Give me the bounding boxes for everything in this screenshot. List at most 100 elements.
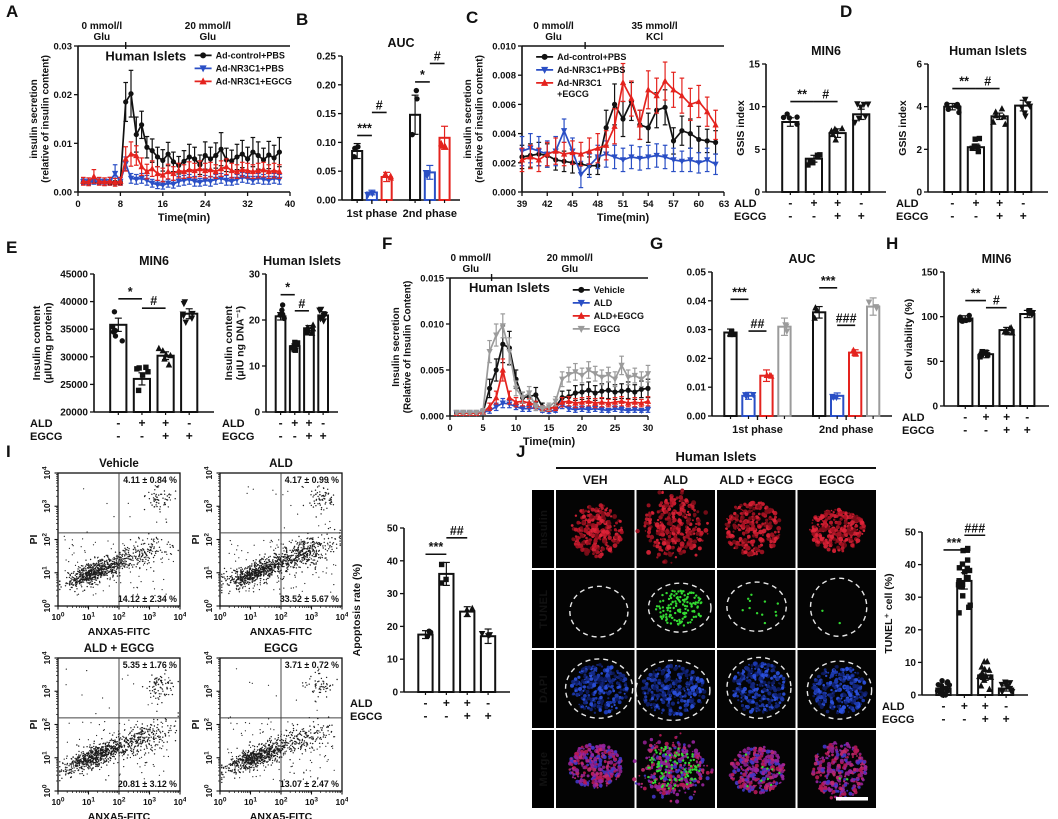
svg-text:0: 0 [916,188,922,199]
svg-text:45000: 45000 [60,270,88,281]
svg-text:101: 101 [204,566,215,579]
panel-j-tunel-cell-bar-chart: 0 10 20 30 40 50 TUNEL⁺ cell (%) ALD - + + - EGCG - - +… [880,462,1040,747]
svg-text:50: 50 [927,357,939,368]
svg-text:+: + [162,429,169,443]
panel-label-d: D [840,2,853,21]
panel-e-human-islets-insulin-content-bar-chart: Human Islets 0 10 20 30 Insulin content (μIU n… [220,252,342,450]
svg-text:45: 45 [567,199,578,210]
svg-text:Glu: Glu [200,32,217,43]
svg-text:101: 101 [82,797,95,808]
svg-text:0.002: 0.002 [492,158,516,169]
svg-text:4: 4 [916,102,922,113]
panel-g-auc-bar-chart: AUC 0.00 0.01 0.02 0.03 0.04 0.05 1st phase 2nd … [664,244,898,444]
svg-text:ALD: ALD [30,418,53,430]
svg-text:-: - [950,196,954,210]
svg-text:48: 48 [592,199,603,210]
svg-text:16: 16 [158,199,169,210]
svg-text:40: 40 [285,199,296,210]
svg-text:-: - [1021,196,1025,210]
svg-text:-: - [788,196,792,210]
svg-text:Time(min): Time(min) [597,212,650,224]
svg-text:20000: 20000 [60,408,88,419]
svg-text:-: - [187,416,191,430]
svg-text:AUC: AUC [788,252,815,266]
svg-text:39: 39 [517,199,528,210]
svg-text:(Relative of Insulin Content): (Relative of Insulin Content) [403,281,414,414]
svg-text:0.05: 0.05 [317,167,337,178]
svg-text:-: - [984,423,988,437]
svg-text:Ad-NR3C1+EGCG: Ad-NR3C1+EGCG [216,76,292,86]
svg-text:###: ### [836,311,857,325]
svg-text:0.03: 0.03 [687,325,707,336]
svg-text:EGCG: EGCG [222,431,254,443]
svg-text:5: 5 [754,145,760,156]
svg-text:+EGCG: +EGCG [557,89,589,99]
svg-text:0: 0 [254,408,260,419]
svg-text:101: 101 [42,566,53,579]
svg-text:ALD: ALD [734,198,757,210]
svg-text:+: + [1024,423,1031,437]
svg-text:0.01: 0.01 [54,139,73,150]
svg-text:Insulin content: Insulin content [223,305,235,380]
svg-text:54: 54 [643,199,654,210]
svg-text:(μIU/mg protein): (μIU/mg protein) [43,302,55,383]
svg-text:104: 104 [335,612,348,623]
panel-i-apoptosis-rate-bar-chart: 0 10 20 30 40 50 Apoptosis rate (%) ALD - + + - EGCG… [348,500,520,738]
svg-text:Vehicle: Vehicle [594,285,625,295]
svg-text:EGCG: EGCG [896,211,928,223]
svg-text:30: 30 [643,423,654,434]
svg-text:Human Islets: Human Islets [949,44,1027,58]
svg-text:15: 15 [544,423,555,434]
svg-text:20: 20 [249,316,261,327]
svg-text:Human Islets: Human Islets [105,49,186,64]
svg-text:102: 102 [274,612,287,623]
svg-text:100: 100 [51,612,64,623]
svg-text:insulin secretion: insulin secretion [463,79,474,158]
svg-text:104: 104 [173,612,186,623]
svg-text:-: - [116,416,120,430]
svg-text:102: 102 [112,612,125,623]
svg-text:100: 100 [42,599,53,612]
svg-text:32: 32 [242,199,253,210]
svg-text:102: 102 [42,533,53,546]
svg-text:##: ## [751,317,765,331]
svg-text:PI: PI [28,534,40,544]
svg-text:10: 10 [749,102,761,113]
svg-text:150: 150 [921,268,938,279]
svg-text:0: 0 [447,423,452,434]
svg-text:0.010: 0.010 [492,42,516,53]
svg-text:100: 100 [204,599,215,612]
svg-text:63: 63 [719,199,730,210]
panel-d-min6-gsis-bar-chart: MIN6 0 5 10 15 GSIS index ALD - + + - EGCG - - + + ** # [732,38,890,230]
svg-text:+: + [1003,423,1010,437]
panel-label-g: G [650,234,664,253]
svg-text:30000: 30000 [60,352,88,363]
svg-text:35 mmol/l: 35 mmol/l [631,21,677,32]
svg-text:*: * [420,68,425,82]
svg-text:+: + [1020,209,1027,223]
svg-text:EGCG: EGCG [734,211,766,223]
svg-text:+: + [1003,410,1010,424]
svg-text:GSIS index: GSIS index [735,100,747,156]
svg-text:103: 103 [143,612,156,623]
svg-text:ANXA5-FITC: ANXA5-FITC [250,626,313,638]
svg-text:*: * [285,281,290,295]
svg-text:100: 100 [921,312,938,323]
svg-text:0.15: 0.15 [317,109,337,120]
svg-text:1st phase: 1st phase [732,424,783,436]
svg-text:(relative of insulin content): (relative of insulin content) [41,55,52,183]
svg-text:42: 42 [542,199,553,210]
panel-label-f: F [382,234,393,253]
svg-text:Human Islets: Human Islets [469,280,550,295]
panel-d-human-islets-gsis-bar-chart: Human Islets 0 2 4 6 GSIS index ALD - + + - EGCG - - +… [894,38,1054,230]
svg-text:-: - [116,429,120,443]
svg-text:#: # [984,75,991,89]
svg-text:+: + [982,410,989,424]
svg-text:Insulin secretion: Insulin secretion [391,307,402,386]
svg-text:GSIS index: GSIS index [897,100,909,156]
svg-text:8: 8 [118,199,123,210]
svg-text:-: - [279,429,283,443]
svg-text:100: 100 [42,784,53,797]
svg-text:14.12 ± 2.34 %: 14.12 ± 2.34 % [118,594,177,604]
